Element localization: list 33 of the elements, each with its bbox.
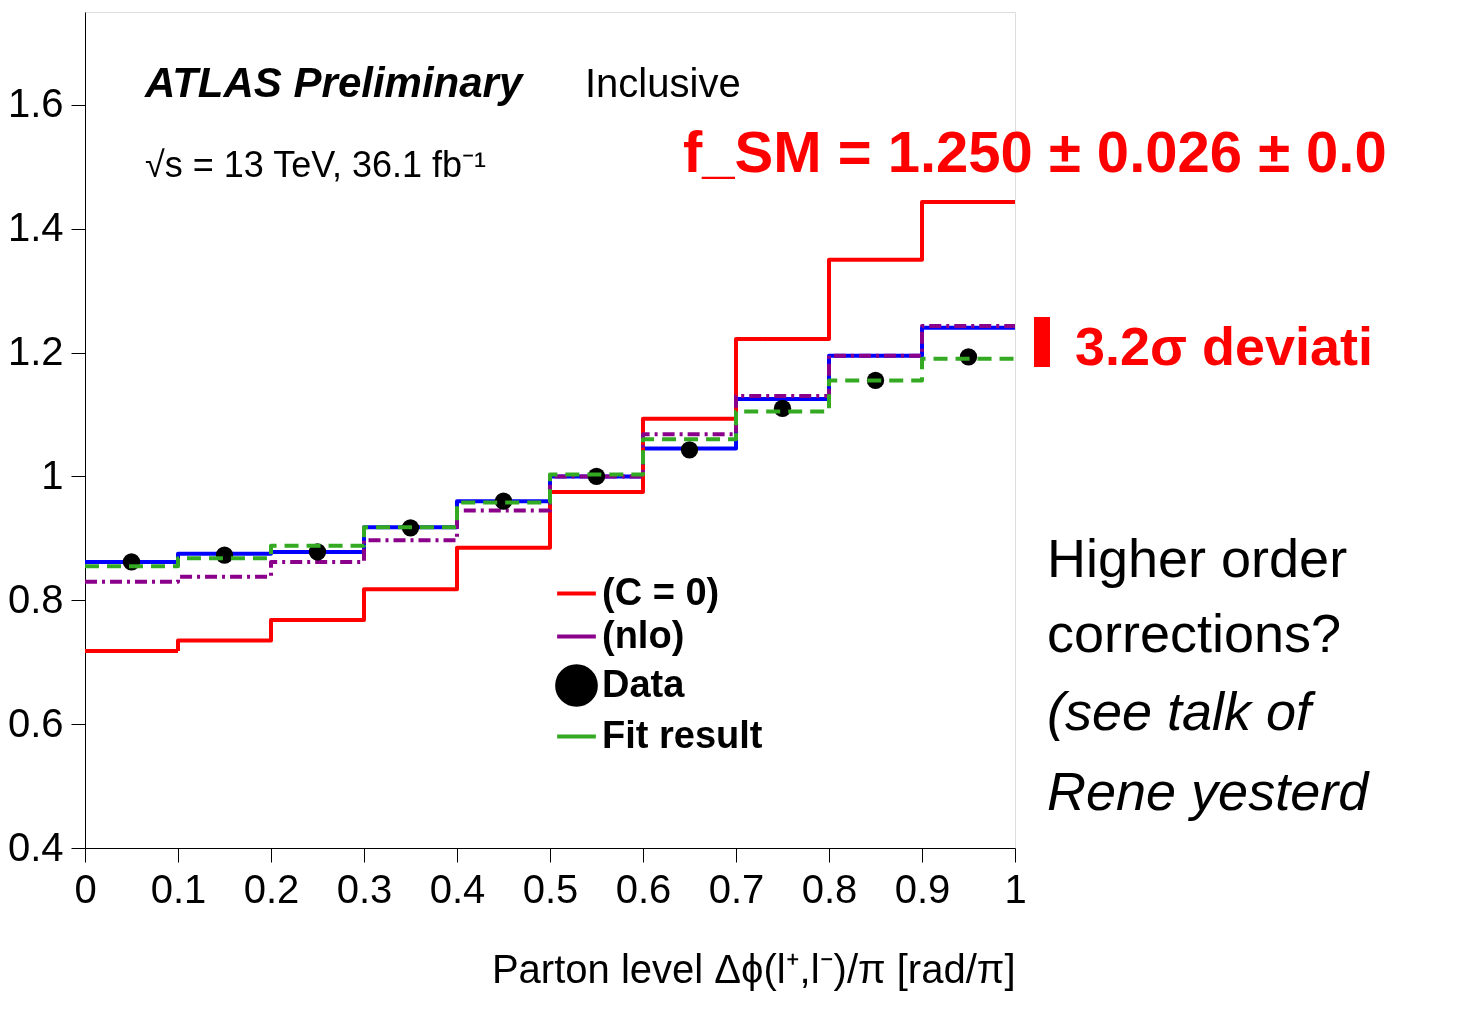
annotation: f_SM = 1.250 ± 0.026 ± 0.0 bbox=[683, 119, 1387, 184]
y-tick-label: 1.6 bbox=[7, 81, 64, 126]
x-tick-label: 0.6 bbox=[615, 866, 672, 911]
text: corrections? bbox=[1047, 603, 1342, 663]
y-tick-label: 1.4 bbox=[7, 205, 64, 250]
annotation: Inclusive bbox=[585, 61, 741, 105]
x-tick-label: 0 bbox=[74, 866, 97, 911]
annotation: ATLAS Preliminary bbox=[144, 59, 525, 106]
x-tick-label: 0.3 bbox=[336, 866, 393, 911]
x-tick-label: 0.8 bbox=[801, 866, 858, 911]
x-axis-title: Parton level Δϕ(l⁺,l⁻)/π [rad/π] bbox=[491, 946, 1016, 991]
point bbox=[680, 441, 699, 459]
x-tick-label: 0.5 bbox=[522, 866, 579, 911]
y-tick-label: 0.4 bbox=[7, 824, 64, 869]
y-tick-label: 1 bbox=[41, 452, 64, 497]
x-tick-label: 0.4 bbox=[429, 866, 486, 911]
x-tick-label: 0.2 bbox=[243, 866, 300, 911]
legend-label: Fit result bbox=[602, 713, 763, 756]
y-tick-label: 0.6 bbox=[7, 700, 64, 745]
x-tick-label: 0.9 bbox=[894, 866, 951, 911]
text: Rene yesterd bbox=[1047, 761, 1371, 821]
annotation: √s = 13 TeV, 36.1 fb⁻¹ bbox=[145, 144, 486, 185]
legend-label: Data bbox=[602, 662, 686, 705]
text: Higher order bbox=[1047, 528, 1348, 588]
text: (see talk of bbox=[1047, 681, 1317, 741]
legend-label: (C = 0) bbox=[602, 570, 720, 613]
text: 3.2σ deviati bbox=[1075, 316, 1374, 376]
x-tick-label: 0.7 bbox=[708, 866, 765, 911]
y-tick-label: 1.2 bbox=[7, 329, 64, 374]
x-tick-label: 0.1 bbox=[150, 866, 207, 911]
legend-label: (nlo) bbox=[602, 613, 685, 656]
y-tick-label: 0.8 bbox=[7, 576, 64, 621]
x-tick-label: 1 bbox=[1004, 866, 1027, 911]
